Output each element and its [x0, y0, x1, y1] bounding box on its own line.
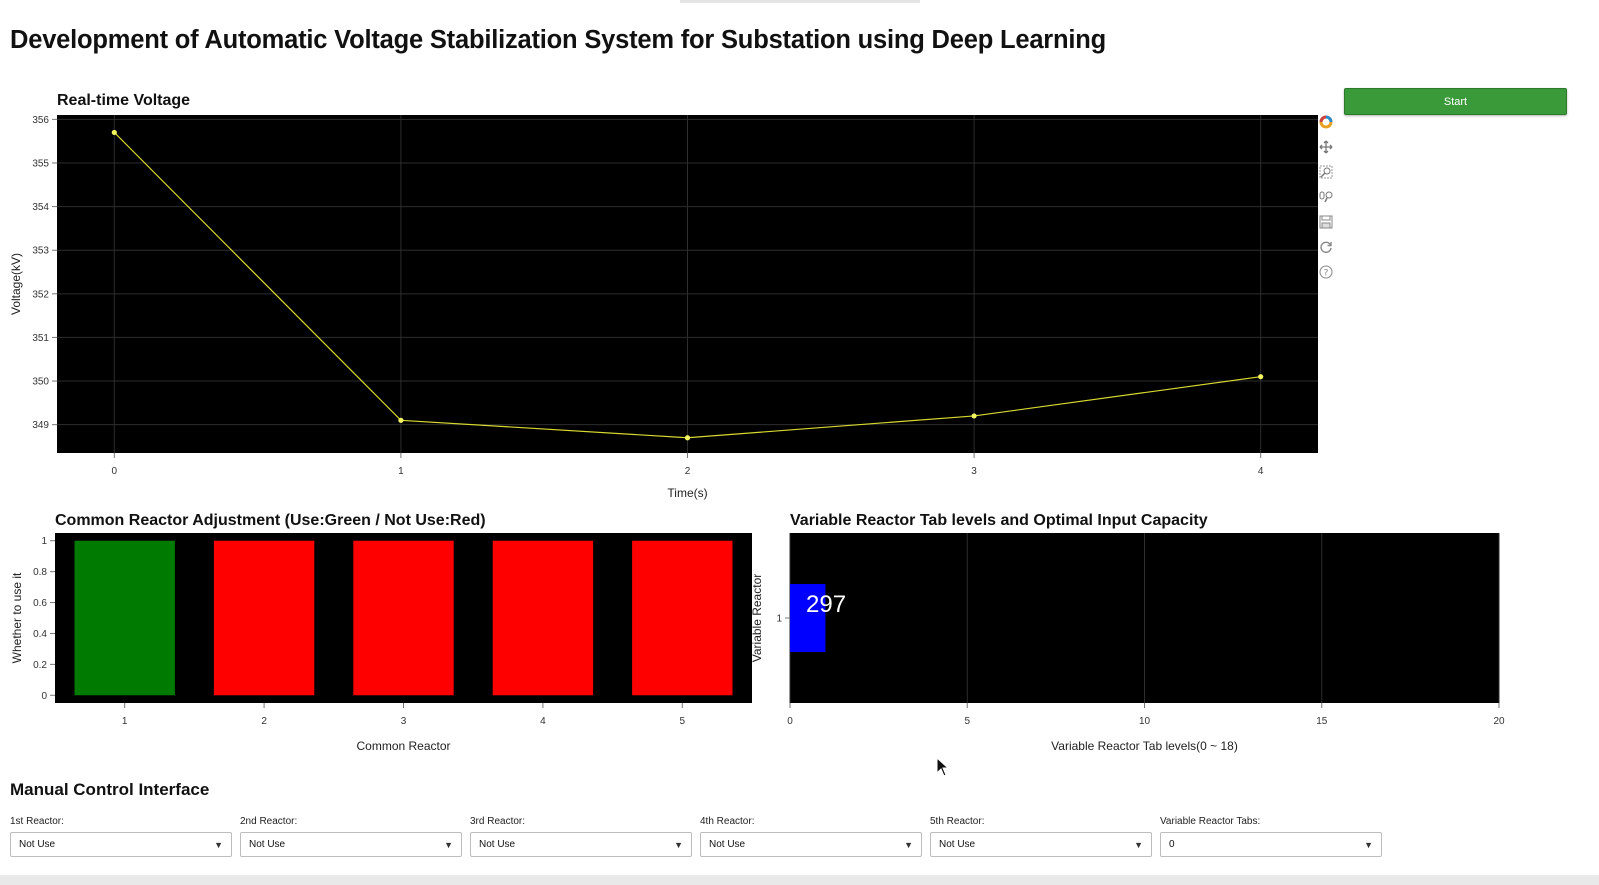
y-tick-label: 1	[41, 536, 47, 547]
x-tick-label: 0	[112, 466, 118, 477]
reactor-4-select[interactable]: Not Use ▼	[700, 832, 922, 857]
variable-reactor-tabs-label: Variable Reactor Tabs:	[1160, 816, 1261, 827]
y-tick-label: 355	[32, 158, 49, 169]
reactor-bar	[632, 540, 733, 696]
common-reactor-chart[interactable]: 1 2 3 4 5 0 0.2 0.4 0.6 0.8 1 Common Reactor Whether…	[0, 530, 755, 760]
wheel-zoom-icon[interactable]	[1318, 187, 1334, 207]
x-tick-label: 10	[1139, 716, 1151, 727]
chevron-down-icon: ▼	[904, 839, 913, 850]
y-tick-label: 0.2	[33, 660, 47, 671]
mouse-pointer-icon	[936, 757, 950, 777]
start-button[interactable]: Start	[1344, 88, 1567, 115]
variable-reactor-chart-title: Variable Reactor Tab levels and Optimal …	[790, 512, 1208, 529]
x-tick-label: 1	[122, 716, 128, 727]
y-tick-label: 0.4	[33, 629, 47, 640]
chevron-down-icon: ▼	[1364, 839, 1373, 850]
reactor-1-select[interactable]: Not Use ▼	[10, 832, 232, 857]
voltage-point	[398, 417, 404, 423]
x-tick-label: 2	[261, 716, 267, 727]
top-strip	[680, 0, 920, 3]
voltage-point	[111, 129, 117, 136]
reactor-bar	[353, 540, 454, 696]
x-axis-label: Time(s)	[667, 486, 707, 500]
reactor-4-label: 4th Reactor:	[700, 816, 755, 827]
x-tick-label: 15	[1316, 716, 1328, 727]
x-axis-label: Common Reactor	[356, 739, 450, 753]
reactor-5-select[interactable]: Not Use ▼	[930, 832, 1152, 857]
x-tick-label: 4	[1258, 466, 1264, 477]
y-tick-label: 349	[32, 420, 49, 431]
reactor-2-control: 2nd Reactor: Not Use ▼	[240, 816, 462, 857]
common-reactor-chart-title: Common Reactor Adjustment (Use:Green / N…	[55, 512, 486, 529]
reactor-bar	[74, 540, 175, 696]
reactor-3-value: Not Use	[479, 839, 516, 850]
voltage-point	[684, 435, 691, 441]
reactor-2-select[interactable]: Not Use ▼	[240, 832, 462, 857]
y-tick-label: 354	[32, 202, 49, 213]
voltage-point	[1258, 374, 1264, 380]
chevron-down-icon: ▼	[674, 839, 683, 850]
y-tick-label: 350	[32, 377, 49, 388]
reactor-1-label: 1st Reactor:	[10, 816, 64, 827]
x-tick-label: 5	[964, 716, 970, 727]
voltage-chart[interactable]: 0 1 2 3 4 349 350 351 352 353 354 355 356 Time(s) Volt…	[0, 110, 1330, 505]
reactor-1-value: Not Use	[19, 839, 56, 850]
reactor-5-value: Not Use	[939, 839, 976, 850]
chevron-down-icon: ▼	[1134, 839, 1143, 850]
reactor-3-control: 3rd Reactor: Not Use ▼	[470, 816, 692, 857]
voltage-point	[971, 413, 977, 419]
x-tick-label: 4	[540, 716, 546, 727]
y-tick-label: 1	[776, 614, 782, 625]
reactor-4-control: 4th Reactor: Not Use ▼	[700, 816, 922, 857]
x-tick-label: 1	[398, 466, 404, 477]
variable-reactor-bar	[790, 584, 826, 652]
help-icon[interactable]: ?	[1318, 262, 1334, 282]
voltage-chart-title: Real-time Voltage	[57, 92, 191, 109]
reactor-3-label: 3rd Reactor:	[470, 816, 526, 827]
variable-reactor-data-label: 297	[806, 591, 846, 618]
x-tick-label: 3	[401, 716, 407, 727]
chevron-down-icon: ▼	[214, 839, 223, 850]
reactor-2-label: 2nd Reactor:	[240, 816, 298, 827]
reactor-2-value: Not Use	[249, 839, 286, 850]
reactor-5-control: 5th Reactor: Not Use ▼	[930, 816, 1152, 857]
x-axis-label: Variable Reactor Tab levels(0 ~ 18)	[1051, 739, 1238, 753]
y-axis-label: Variable Reactor	[750, 574, 764, 663]
save-icon[interactable]	[1318, 212, 1334, 232]
y-tick-label: 352	[32, 289, 49, 300]
y-tick-label: 0.6	[33, 598, 47, 609]
pan-icon[interactable]	[1318, 137, 1334, 157]
x-tick-label: 20	[1493, 716, 1505, 727]
reactor-4-value: Not Use	[709, 839, 746, 850]
x-tick-label: 0	[787, 716, 793, 727]
bottom-strip	[0, 875, 1599, 885]
reactor-bar	[213, 540, 315, 696]
y-axis-label: Voltage(kV)	[9, 253, 23, 315]
variable-reactor-tabs-value: 0	[1169, 839, 1175, 850]
x-tick-label: 2	[685, 466, 691, 477]
y-tick-label: 0.8	[33, 567, 47, 578]
reactor-5-label: 5th Reactor:	[930, 816, 985, 827]
variable-reactor-tabs-control: Variable Reactor Tabs: 0 ▼	[1160, 816, 1382, 857]
reactor-bar	[492, 540, 594, 696]
y-tick-label: 356	[32, 115, 49, 126]
svg-text:?: ?	[1324, 269, 1329, 279]
manual-control-title: Manual Control Interface	[10, 780, 210, 799]
bokeh-logo-icon[interactable]	[1318, 112, 1334, 132]
y-tick-label: 351	[32, 333, 49, 344]
variable-reactor-tabs-select[interactable]: 0 ▼	[1160, 832, 1382, 857]
x-tick-label: 3	[971, 466, 977, 477]
reset-icon[interactable]	[1318, 237, 1334, 257]
x-tick-label: 5	[680, 716, 686, 727]
y-tick-label: 0	[41, 691, 47, 702]
y-tick-label: 353	[32, 246, 49, 257]
variable-reactor-chart[interactable]: 0 5 10 15 20 297 1 Variable Reactor Tab levels(…	[745, 530, 1505, 760]
page-title: Development of Automatic Voltage Stabili…	[10, 26, 1107, 54]
chart-toolbar: ?	[1318, 112, 1334, 287]
reactor-1-control: 1st Reactor: Not Use ▼	[10, 816, 232, 857]
chevron-down-icon: ▼	[444, 839, 453, 850]
box-zoom-icon[interactable]	[1318, 162, 1334, 182]
y-axis-label: Whether to use it	[10, 572, 24, 663]
reactor-3-select[interactable]: Not Use ▼	[470, 832, 692, 857]
